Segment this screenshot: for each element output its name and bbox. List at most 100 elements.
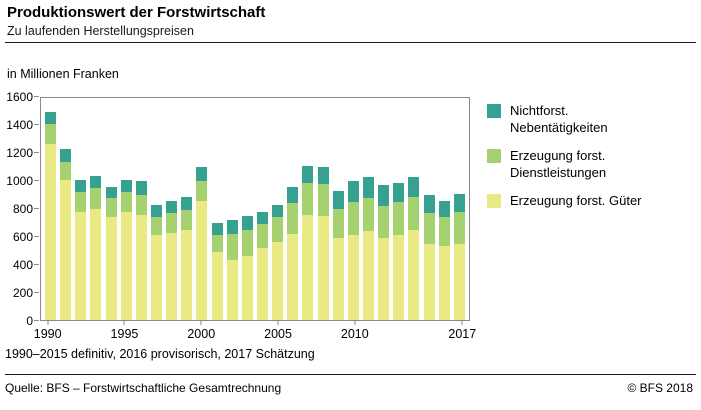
- bar-segment: [317, 184, 329, 216]
- bar-2011: [363, 98, 375, 320]
- bar-2013: [393, 98, 405, 320]
- bar-segment: [135, 195, 147, 215]
- bar-1993: [90, 98, 102, 320]
- bar-segment: [453, 193, 465, 212]
- copyright-text: © BFS 2018: [627, 381, 693, 395]
- x-axis-tick: [123, 321, 125, 325]
- bar-1997: [151, 98, 163, 320]
- bar-segment: [272, 217, 284, 243]
- bar-segment: [287, 203, 299, 234]
- bar-segment: [257, 247, 269, 320]
- x-axis-tick: [461, 321, 463, 325]
- y-axis-tick: [34, 180, 39, 181]
- y-axis-tick: [34, 236, 39, 237]
- bar-segment: [60, 161, 72, 180]
- bar-segment: [393, 202, 405, 236]
- footnote: 1990–2015 definitiv, 2016 provisorisch, …: [5, 347, 315, 361]
- bar-segment: [151, 204, 163, 218]
- bar-segment: [105, 217, 117, 320]
- bar-1990: [45, 98, 57, 320]
- bar-segment: [105, 197, 117, 218]
- bar-2004: [257, 98, 269, 320]
- bar-segment: [196, 200, 208, 320]
- bar-segment: [120, 211, 132, 320]
- bar-segment: [135, 181, 147, 196]
- bar-segment: [438, 200, 450, 218]
- x-axis-label: 1990: [33, 327, 62, 341]
- bar-segment: [393, 235, 405, 320]
- x-axis-tick: [354, 321, 356, 325]
- x-axis-label: 2010: [340, 327, 369, 341]
- bar-segment: [166, 200, 178, 214]
- bar-segment: [302, 182, 314, 215]
- legend-swatch: [487, 149, 501, 163]
- bar-segment: [45, 124, 57, 144]
- bar-segment: [408, 196, 420, 230]
- y-axis-label: 1600: [6, 90, 33, 104]
- legend-label: Erzeugung forst. Güter: [510, 193, 642, 208]
- bar-segment: [408, 177, 420, 197]
- bar-segment: [241, 256, 253, 320]
- bar-segment: [226, 220, 238, 234]
- bar-segment: [272, 242, 284, 320]
- legend: Nichtforst. Nebentätigkeiten Erzeugung fo…: [487, 102, 692, 220]
- bar-segment: [302, 166, 314, 183]
- bar-segment: [166, 232, 178, 320]
- bar-segment: [317, 167, 329, 185]
- legend-item: Erzeugung forst. Güter: [487, 192, 692, 209]
- bar-2007: [302, 98, 314, 320]
- y-axis-label: 1000: [6, 174, 33, 188]
- bar-segment: [378, 238, 390, 320]
- bar-segment: [151, 235, 163, 320]
- bar-1992: [75, 98, 87, 320]
- bar-segment: [317, 215, 329, 320]
- bar-segment: [363, 231, 375, 320]
- bar-segment: [151, 217, 163, 236]
- bar-2002: [226, 98, 238, 320]
- bar-segment: [226, 233, 238, 261]
- bar-segment: [347, 202, 359, 236]
- bar-segment: [378, 206, 390, 239]
- x-axis-label: 2005: [264, 327, 292, 341]
- bar-2014: [408, 98, 420, 320]
- bar-segment: [378, 185, 390, 207]
- bar-2009: [332, 98, 344, 320]
- y-axis-label: 1200: [6, 146, 33, 160]
- y-axis-tick: [34, 208, 39, 209]
- bar-segment: [272, 204, 284, 218]
- bar-1999: [181, 98, 193, 320]
- bar-2008: [317, 98, 329, 320]
- bar-2010: [347, 98, 359, 320]
- bar-segment: [45, 143, 57, 320]
- bar-segment: [302, 214, 314, 320]
- bar-segment: [453, 243, 465, 320]
- y-axis-label: 800: [12, 202, 33, 216]
- bar-segment: [438, 246, 450, 320]
- bar-segment: [60, 149, 72, 162]
- y-axis-tick: [34, 96, 39, 97]
- bar-segment: [226, 260, 238, 320]
- y-axis-tick: [34, 152, 39, 153]
- bar-segment: [105, 186, 117, 198]
- bar-2017: [453, 98, 465, 320]
- legend-swatch: [487, 104, 501, 118]
- bar-2006: [287, 98, 299, 320]
- source-text: Quelle: BFS – Forstwirtschaftliche Gesam…: [5, 381, 282, 395]
- bar-1996: [135, 98, 147, 320]
- bar-segment: [363, 197, 375, 232]
- x-axis-label: 2017: [448, 327, 477, 341]
- bar-segment: [166, 213, 178, 233]
- bar-segment: [257, 224, 269, 248]
- bar-segment: [287, 233, 299, 320]
- legend-item: Erzeugung forst. Dienstleistungen: [487, 147, 692, 181]
- bar-segment: [257, 211, 269, 225]
- bar-segment: [120, 179, 132, 193]
- bar-segment: [196, 181, 208, 201]
- bar-segment: [453, 211, 465, 244]
- bar-segment: [45, 111, 57, 125]
- bar-segment: [196, 167, 208, 182]
- legend-label: Erzeugung forst. Dienstleistungen: [510, 148, 607, 180]
- bar-segment: [438, 217, 450, 247]
- bar-2001: [211, 98, 223, 320]
